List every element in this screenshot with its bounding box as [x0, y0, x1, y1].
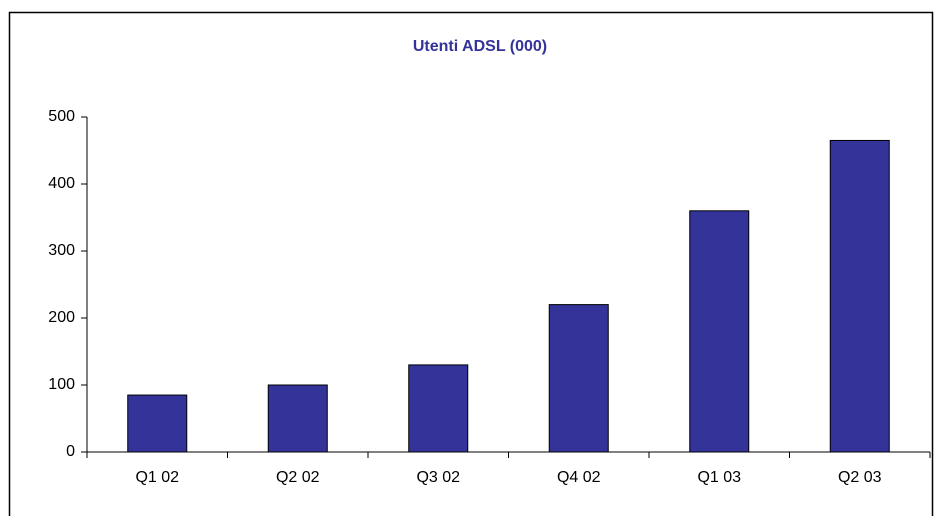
x-tick-label: Q3 02 — [416, 469, 460, 486]
bar — [267, 384, 328, 453]
chart-title: Utenti ADSL (000) — [413, 38, 547, 55]
y-tick-label: 500 — [48, 108, 75, 125]
bar — [689, 210, 750, 453]
y-tick-label: 300 — [48, 242, 75, 259]
x-tick-label: Q4 02 — [557, 469, 601, 486]
bar — [408, 364, 469, 453]
bar — [829, 139, 890, 453]
x-tick-label: Q1 02 — [135, 469, 179, 486]
bar — [548, 304, 609, 453]
y-tick-label: 400 — [48, 175, 75, 192]
x-tick-label: Q1 03 — [697, 469, 741, 486]
bar — [127, 394, 188, 453]
x-tick-label: Q2 03 — [838, 469, 882, 486]
y-tick-label: 100 — [48, 376, 75, 393]
x-tick-label: Q2 02 — [276, 469, 320, 486]
y-tick-label: 0 — [66, 443, 75, 460]
y-tick-label: 200 — [48, 309, 75, 326]
